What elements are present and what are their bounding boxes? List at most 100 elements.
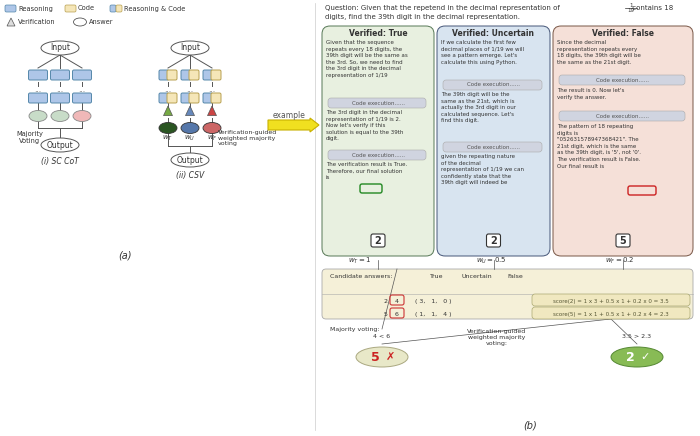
Text: Verification-guided
weighted majority
voting:: Verification-guided weighted majority vo… [468, 329, 526, 346]
Text: Verification: Verification [18, 19, 55, 25]
FancyBboxPatch shape [559, 111, 685, 121]
Ellipse shape [171, 41, 209, 55]
FancyBboxPatch shape [555, 28, 691, 254]
Ellipse shape [29, 110, 47, 122]
Text: Code execution......: Code execution...... [596, 78, 650, 82]
Text: ✓: ✓ [640, 352, 650, 362]
Text: Reasoning & Code: Reasoning & Code [124, 6, 186, 11]
Text: 2: 2 [626, 351, 635, 364]
Text: Uncertain: Uncertain [462, 273, 492, 279]
Text: Majority
Voting: Majority Voting [17, 131, 43, 144]
Text: Candidate answers:: Candidate answers: [330, 273, 393, 279]
FancyBboxPatch shape [553, 26, 693, 256]
Text: The verification result is True.
Therefore, our final solution
is: The verification result is True. Therefo… [326, 162, 407, 180]
Text: $w_U = 0.5$: $w_U = 0.5$ [475, 256, 506, 266]
Ellipse shape [41, 138, 79, 152]
FancyBboxPatch shape [486, 234, 500, 247]
FancyBboxPatch shape [203, 93, 213, 103]
Text: 6: 6 [395, 311, 399, 317]
Text: score(5) = 1 x 1 + 0.5 x 1 + 0.2 x 4 = 2.3: score(5) = 1 x 1 + 0.5 x 1 + 0.2 x 4 = 2… [553, 311, 669, 317]
FancyBboxPatch shape [532, 307, 690, 319]
Text: $w_F$: $w_F$ [206, 133, 217, 143]
Ellipse shape [41, 41, 79, 55]
FancyBboxPatch shape [441, 30, 546, 252]
FancyBboxPatch shape [29, 93, 48, 103]
Text: If we calculate the first few
decimal places of 1/19 we will
see a pattern emerg: If we calculate the first few decimal pl… [441, 40, 524, 65]
FancyBboxPatch shape [328, 32, 428, 250]
Text: ( 3,   1,   0 ): ( 3, 1, 0 ) [415, 299, 452, 303]
Ellipse shape [74, 18, 87, 26]
Text: ...: ... [209, 85, 216, 95]
Text: 3.5 > 2.3: 3.5 > 2.3 [622, 334, 652, 338]
Polygon shape [207, 106, 216, 116]
FancyBboxPatch shape [326, 30, 430, 252]
Ellipse shape [611, 347, 663, 367]
FancyBboxPatch shape [443, 32, 544, 250]
FancyBboxPatch shape [110, 5, 116, 12]
Text: ...: ... [186, 85, 194, 95]
Text: Code execution......: Code execution...... [596, 113, 650, 119]
FancyBboxPatch shape [439, 28, 548, 254]
FancyBboxPatch shape [559, 32, 687, 250]
Text: Code execution......: Code execution...... [351, 101, 405, 106]
Text: ...: ... [57, 85, 64, 95]
Polygon shape [186, 106, 195, 116]
Text: (b): (b) [523, 420, 537, 430]
Text: contains 18: contains 18 [630, 5, 673, 11]
Polygon shape [7, 18, 15, 26]
Text: (a): (a) [118, 250, 132, 260]
FancyBboxPatch shape [189, 93, 199, 103]
FancyBboxPatch shape [616, 234, 630, 247]
FancyBboxPatch shape [322, 26, 434, 256]
FancyBboxPatch shape [324, 28, 432, 254]
Text: 2: 2 [374, 235, 382, 245]
Text: ...: ... [78, 85, 85, 95]
Text: score(2) = 1 x 3 + 0.5 x 1 + 0.2 x 0 = 3.5: score(2) = 1 x 3 + 0.5 x 1 + 0.2 x 0 = 3… [553, 299, 669, 303]
Ellipse shape [203, 123, 221, 133]
Text: (ii) CSV: (ii) CSV [176, 170, 204, 180]
Text: example: example [272, 110, 305, 119]
Text: 5: 5 [371, 351, 380, 364]
FancyBboxPatch shape [328, 150, 426, 160]
Text: 4 < 6: 4 < 6 [373, 334, 391, 338]
FancyBboxPatch shape [73, 70, 92, 80]
Text: ...: ... [34, 85, 41, 95]
Text: Input: Input [50, 44, 70, 52]
FancyBboxPatch shape [167, 93, 177, 103]
Text: Question: Given that the repetend in the decimal representation of: Question: Given that the repetend in the… [325, 5, 562, 11]
Text: given the repeating nature
of the decimal
representation of 1/19 we can
confiden: given the repeating nature of the decima… [441, 154, 524, 185]
FancyBboxPatch shape [50, 93, 69, 103]
Text: True: True [430, 273, 444, 279]
Text: digits, find the 39th digit in the decimal representation.: digits, find the 39th digit in the decim… [325, 14, 520, 20]
FancyBboxPatch shape [437, 26, 550, 256]
Text: ( 1,   1,   4 ): ( 1, 1, 4 ) [415, 311, 452, 317]
FancyArrow shape [268, 118, 319, 132]
FancyBboxPatch shape [532, 294, 690, 306]
FancyBboxPatch shape [73, 93, 92, 103]
FancyBboxPatch shape [203, 70, 213, 80]
Text: 19: 19 [627, 8, 634, 13]
Text: 5: 5 [383, 311, 387, 317]
Text: Input: Input [180, 44, 200, 52]
Text: Code: Code [78, 6, 95, 11]
Text: $w_U$: $w_U$ [184, 133, 195, 143]
FancyBboxPatch shape [5, 5, 16, 12]
Text: The pattern of 18 repeating
digits is
"052631578947368421". The
21st digit, whic: The pattern of 18 repeating digits is "0… [557, 124, 641, 169]
Text: Verification-guided
weighted majority
voting: Verification-guided weighted majority vo… [218, 129, 277, 146]
Text: Reasoning: Reasoning [18, 6, 53, 11]
FancyBboxPatch shape [50, 70, 69, 80]
FancyBboxPatch shape [189, 70, 199, 80]
Text: 4: 4 [395, 299, 399, 303]
Text: (i) SC CoT: (i) SC CoT [41, 157, 79, 166]
Text: Since the decimal
representation repeats every
18 digits, the 39th digit will be: Since the decimal representation repeats… [557, 40, 641, 65]
FancyBboxPatch shape [557, 30, 689, 252]
Text: ✗: ✗ [386, 352, 396, 362]
FancyBboxPatch shape [443, 80, 542, 90]
Text: Majority voting:: Majority voting: [330, 327, 379, 331]
Text: Answer: Answer [89, 19, 113, 25]
Text: $w_T = 1$: $w_T = 1$ [348, 256, 371, 266]
FancyBboxPatch shape [443, 142, 542, 152]
Text: False: False [507, 273, 523, 279]
Polygon shape [164, 106, 172, 116]
FancyBboxPatch shape [559, 75, 685, 85]
